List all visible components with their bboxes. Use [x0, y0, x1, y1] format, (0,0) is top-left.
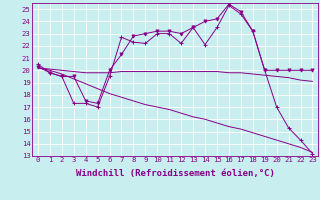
X-axis label: Windchill (Refroidissement éolien,°C): Windchill (Refroidissement éolien,°C)	[76, 169, 275, 178]
